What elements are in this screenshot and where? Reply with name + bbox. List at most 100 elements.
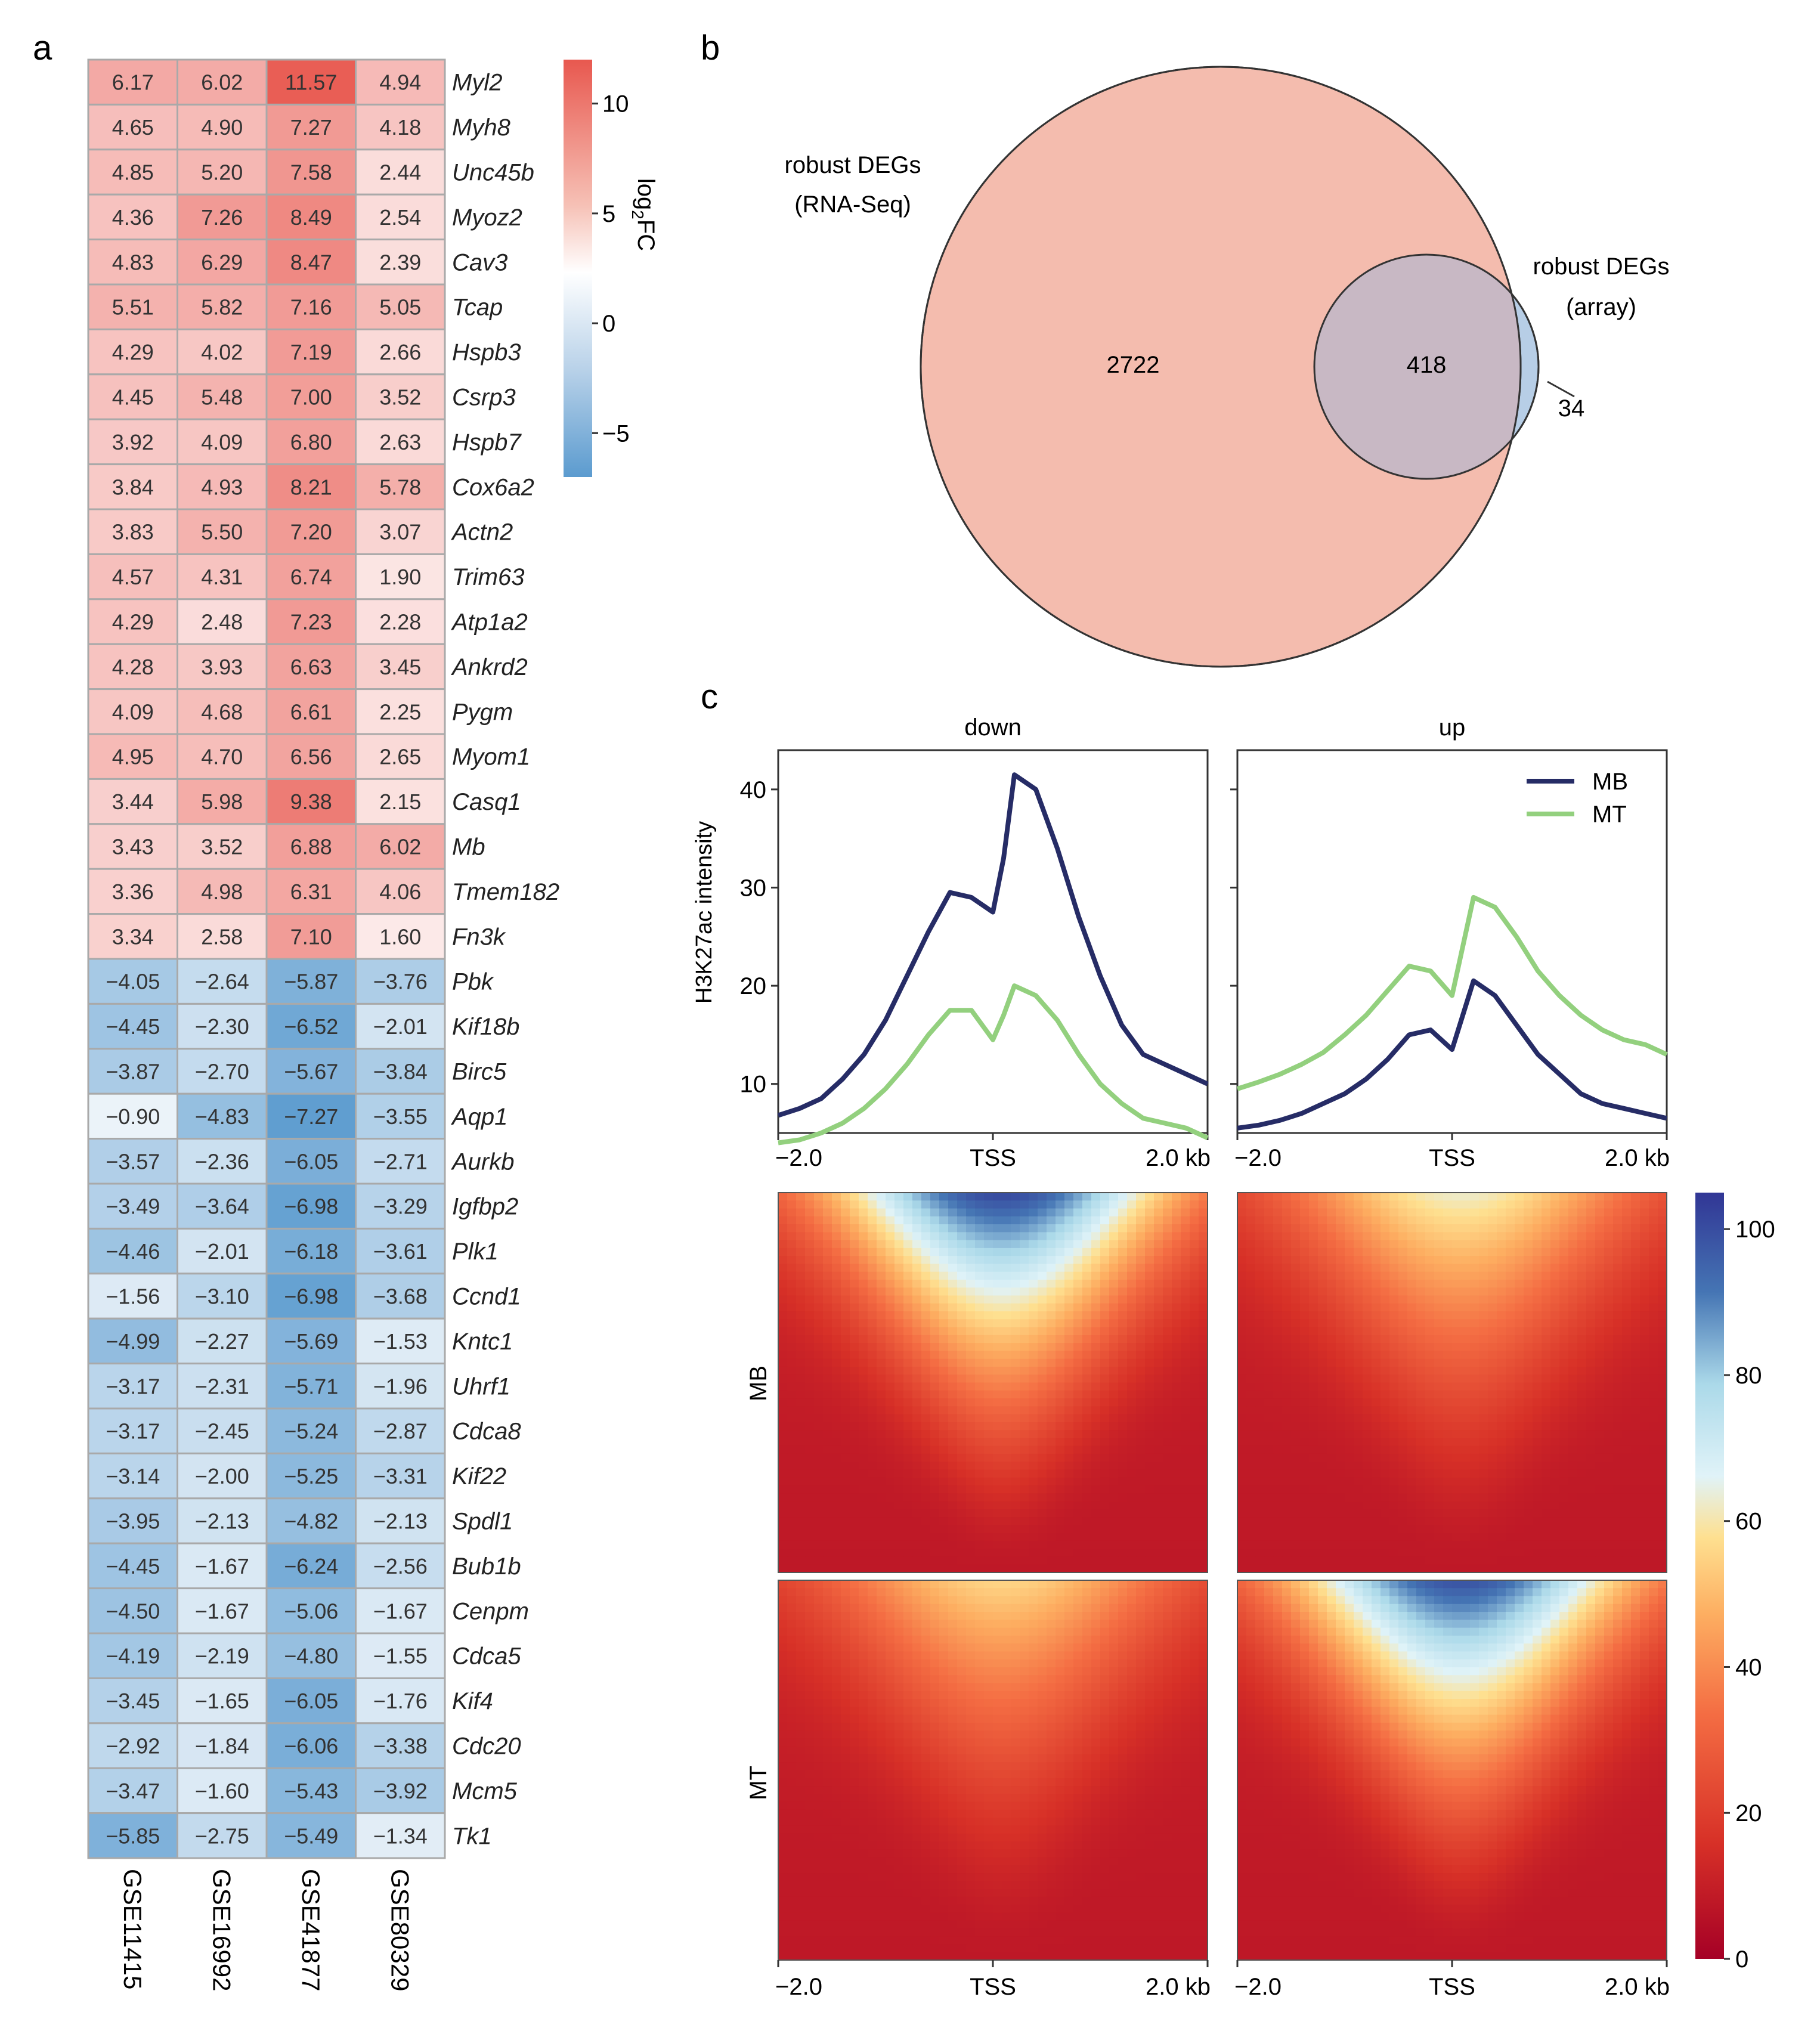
- heatmap-cell-value: 8.49: [290, 205, 332, 230]
- heatmap-cell-value: 5.98: [201, 790, 243, 814]
- heatmap-cell-value: −5.49: [284, 1824, 338, 1848]
- heatmap-row-label: Fn3k: [452, 924, 506, 950]
- heatmap-cell-value: 4.09: [201, 430, 243, 454]
- heatmap-cell: [355, 1138, 446, 1185]
- signal-heatmap-mt-up: [1237, 1580, 1667, 1961]
- heatmap-cell-value: −3.95: [106, 1509, 160, 1534]
- heatmap-cell: [177, 778, 268, 825]
- heatmap-cell: [355, 418, 446, 466]
- signal-heatmap-frame: [778, 1192, 1208, 1573]
- heatmap-cell-value: −2.19: [195, 1644, 249, 1668]
- heatmap-cell-value: −2.13: [373, 1509, 428, 1534]
- heatmap-cell-value: −3.49: [106, 1194, 160, 1219]
- h3k27ac-signal-heatmaps: MB MT −2.0 TSS 2.0 kb −2.0 TSS 2.0 kb: [745, 1192, 1670, 2000]
- heatmap-cell: [355, 1317, 446, 1365]
- heatmap-cell: [87, 823, 178, 870]
- heatmap-row-label: Uhrf1: [452, 1373, 510, 1400]
- heatmap-cell: [355, 283, 446, 330]
- heatmap-cell-value: 7.16: [290, 295, 332, 320]
- heatmap-cell-value: 4.93: [201, 475, 243, 499]
- heatmap-cell-value: 7.27: [290, 115, 332, 140]
- heatmap-cell: [87, 1407, 178, 1454]
- heatmap-row-label: Aqp1: [451, 1104, 507, 1130]
- x-tick-label: −2.0: [775, 1145, 822, 1171]
- heatmap-cell-value: −5.85: [106, 1824, 160, 1848]
- heatmap-cell: [177, 1182, 268, 1230]
- heatmap-cell-value: −3.17: [106, 1374, 160, 1398]
- heatmap-cell: [265, 1767, 357, 1815]
- profile-plot-frame: [1236, 749, 1668, 1134]
- heatmap-row-label: Pygm: [452, 699, 513, 725]
- heatmap-cell-value: −2.31: [195, 1374, 249, 1398]
- heatmap-cell-value: 6.63: [290, 655, 332, 679]
- heatmap-cell: [177, 1722, 268, 1769]
- heatmap-cell: [177, 1587, 268, 1634]
- heatmap-row-label: Cav3: [452, 249, 507, 275]
- heatmap-cell-value: −3.84: [373, 1060, 428, 1084]
- heatmap-cell-value: 7.58: [290, 160, 332, 185]
- x-tick-label: −2.0: [1234, 1145, 1282, 1171]
- profile-line-mt: [778, 983, 1209, 1146]
- heatmap-row-label: Csrp3: [452, 385, 516, 411]
- heatmap-cell-value: 3.92: [112, 430, 154, 454]
- heatmap-cell-value: 3.52: [201, 835, 243, 859]
- x-tick-label: TSS: [970, 1145, 1016, 1171]
- heatmap-cell-value: −3.29: [373, 1194, 428, 1219]
- heatmap-cell: [265, 643, 357, 691]
- heatmap-cell-value: −2.01: [373, 1014, 428, 1039]
- heatmap-cell-value: 6.74: [290, 565, 332, 589]
- heatmap-cell-value: 6.02: [201, 70, 243, 95]
- heatmap-cell-value: 5.48: [201, 385, 243, 410]
- panel-label-b: b: [701, 29, 720, 67]
- heatmap-column-label: GSE41877: [297, 1869, 325, 1992]
- heatmap-row-label: Hspb3: [452, 339, 521, 366]
- heatmap-cell-value: −6.05: [284, 1149, 338, 1174]
- heatmap-cell-value: 4.68: [201, 699, 243, 724]
- heatmap-cell: [355, 733, 446, 780]
- venn-count-rnaseq-only: 2722: [1107, 352, 1160, 378]
- heatmap-cell: [355, 1273, 446, 1320]
- heatmap-cell: [177, 508, 268, 555]
- heatmap-cell: [87, 1002, 178, 1050]
- heatmap-cell-value: −5.71: [284, 1374, 338, 1398]
- heatmap-cell-value: −6.05: [284, 1689, 338, 1713]
- heatmap-cell: [177, 103, 268, 151]
- signal-heatmap-frame: [1237, 1192, 1667, 1573]
- heatmap-cell-value: 5.82: [201, 295, 243, 320]
- heatmap-cell-value: 3.84: [112, 475, 154, 499]
- heatmap-cell-value: 2.54: [379, 205, 421, 230]
- heatmap-cell: [265, 598, 357, 645]
- heatmap-row-label: Mcm5: [452, 1778, 518, 1804]
- heatmap-cell-value: −1.67: [373, 1599, 428, 1623]
- heatmap-row-label: Unc45b: [452, 160, 534, 186]
- heatmap-cell-value: −2.30: [195, 1014, 249, 1039]
- heatmap-cell-value: −3.31: [373, 1464, 428, 1488]
- heatmap-cell-value: 4.36: [112, 205, 154, 230]
- heatmap-cell-value: 6.17: [112, 70, 154, 95]
- heatmap-cell: [87, 913, 178, 960]
- heatmap-cell-value: 2.65: [379, 745, 421, 769]
- venn-label-rnaseq-line2: (RNA-Seq): [794, 191, 911, 218]
- colorbar-tick-label: 40: [1735, 1654, 1762, 1680]
- heatmap-cell-value: −4.45: [106, 1014, 160, 1039]
- heatmap-row-label: Kntc1: [452, 1329, 513, 1355]
- heatmap-row-label: Mb: [452, 834, 485, 860]
- heatmap-cell-value: 7.26: [201, 205, 243, 230]
- heatmap-cell-value: −2.56: [373, 1554, 428, 1578]
- heatmap-cell: [355, 1452, 446, 1500]
- profile-line-mb: [777, 772, 1209, 1118]
- heatmap-cell-value: 4.70: [201, 745, 243, 769]
- heatmap-cell-value: −1.67: [195, 1554, 249, 1578]
- heatmap-cell-value: 8.47: [290, 250, 332, 274]
- heatmap-row-label: Trim63: [452, 564, 524, 590]
- heatmap-row-label: Cox6a2: [452, 474, 534, 500]
- heatmap-row-label: Myl2: [452, 70, 502, 96]
- heatmap-cell-value: 1.60: [379, 924, 421, 949]
- heatmap-cell: [355, 1632, 446, 1679]
- venn-label-array-line1: robust DEGs: [1533, 253, 1670, 280]
- heatmap-cell: [87, 283, 178, 330]
- heatmap-cell-value: 3.34: [112, 924, 154, 949]
- heatmap-cell-value: 2.48: [201, 610, 243, 634]
- heatmap-cell: [265, 1587, 357, 1634]
- heatmap-cell: [265, 1452, 357, 1500]
